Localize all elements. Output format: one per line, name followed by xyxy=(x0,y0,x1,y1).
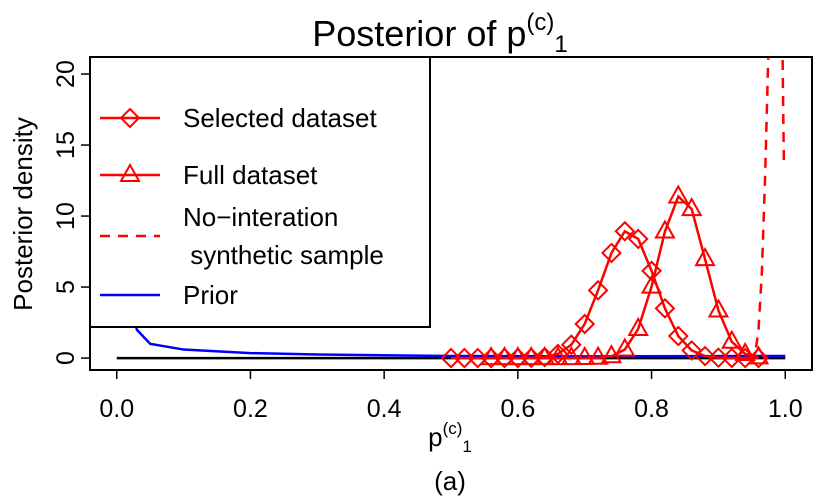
legend-label: No−interation xyxy=(183,202,338,232)
series-line xyxy=(491,194,759,360)
diamond-marker xyxy=(641,260,662,282)
legend-label: Prior xyxy=(183,280,238,310)
diamond-marker xyxy=(574,313,596,335)
triangle-marker xyxy=(547,346,569,366)
legend: Selected dataset Full dataset No−interatio… xyxy=(89,56,431,328)
x-axis-label: p(c)1 xyxy=(428,419,472,456)
diamond-marker xyxy=(547,343,569,365)
triangle-marker xyxy=(587,345,609,365)
triangle-marker xyxy=(640,274,663,294)
x-tick-label: 0.0 xyxy=(99,395,134,423)
plot-area xyxy=(116,57,786,369)
diamond-marker xyxy=(654,297,676,319)
triangle-marker xyxy=(721,329,743,349)
triangle-marker xyxy=(627,316,649,336)
triangle-marker xyxy=(507,346,529,366)
y-axis-label: Posterior density xyxy=(8,117,38,311)
diamond-marker xyxy=(119,107,141,129)
caption: (a) xyxy=(434,466,466,496)
triangle-marker xyxy=(520,346,542,366)
diamond-marker xyxy=(694,345,716,367)
triangle-marker xyxy=(707,298,730,318)
chart-title: Posterior of p(c)1 xyxy=(312,9,567,58)
triangle-marker xyxy=(654,219,676,239)
triangle-marker xyxy=(480,346,502,366)
y-tick-label: 20 xyxy=(52,60,80,88)
diamond-marker xyxy=(614,220,636,242)
overlay: 0.0 0.2 0.4 0.6 0.8 1.0 0 5 10 15 20 Selected datas… xyxy=(52,56,813,423)
diamond-marker xyxy=(721,347,743,369)
triangle-marker xyxy=(680,197,703,217)
triangle-marker xyxy=(573,346,596,366)
legend-box xyxy=(89,56,431,328)
triangle-marker xyxy=(747,345,770,365)
triangle-marker xyxy=(493,346,516,366)
triangle-marker xyxy=(560,346,583,366)
legend-label: Full dataset xyxy=(183,160,318,190)
diamond-marker xyxy=(627,228,649,250)
y-tick-label: 0 xyxy=(52,351,80,365)
x-tick-label: 1.0 xyxy=(768,395,803,423)
triangle-marker xyxy=(734,341,756,361)
series-line xyxy=(745,57,786,360)
x-tick-label: 0.4 xyxy=(367,395,402,423)
diamond-marker xyxy=(707,347,729,369)
triangle-marker xyxy=(614,337,636,357)
y-tick-label: 5 xyxy=(52,280,80,294)
diamond-marker xyxy=(560,334,582,356)
x-tick-label: 0.6 xyxy=(500,395,535,423)
diamond-marker xyxy=(681,339,703,361)
triangle-marker xyxy=(533,346,556,366)
legend-label: Selected dataset xyxy=(183,103,377,133)
x-tick-label: 0.2 xyxy=(233,395,268,423)
triangle-marker xyxy=(667,184,690,204)
legend-label: synthetic sample xyxy=(183,240,384,270)
triangle-marker xyxy=(119,162,141,182)
diamond-marker xyxy=(667,325,689,347)
diamond-marker xyxy=(534,346,556,368)
y-tick-label: 15 xyxy=(52,131,80,159)
triangle-marker xyxy=(694,247,716,267)
diamond-marker xyxy=(601,242,622,264)
y-tick-label: 10 xyxy=(52,202,80,230)
diamond-marker xyxy=(587,279,609,301)
x-tick-label: 0.8 xyxy=(634,395,669,423)
